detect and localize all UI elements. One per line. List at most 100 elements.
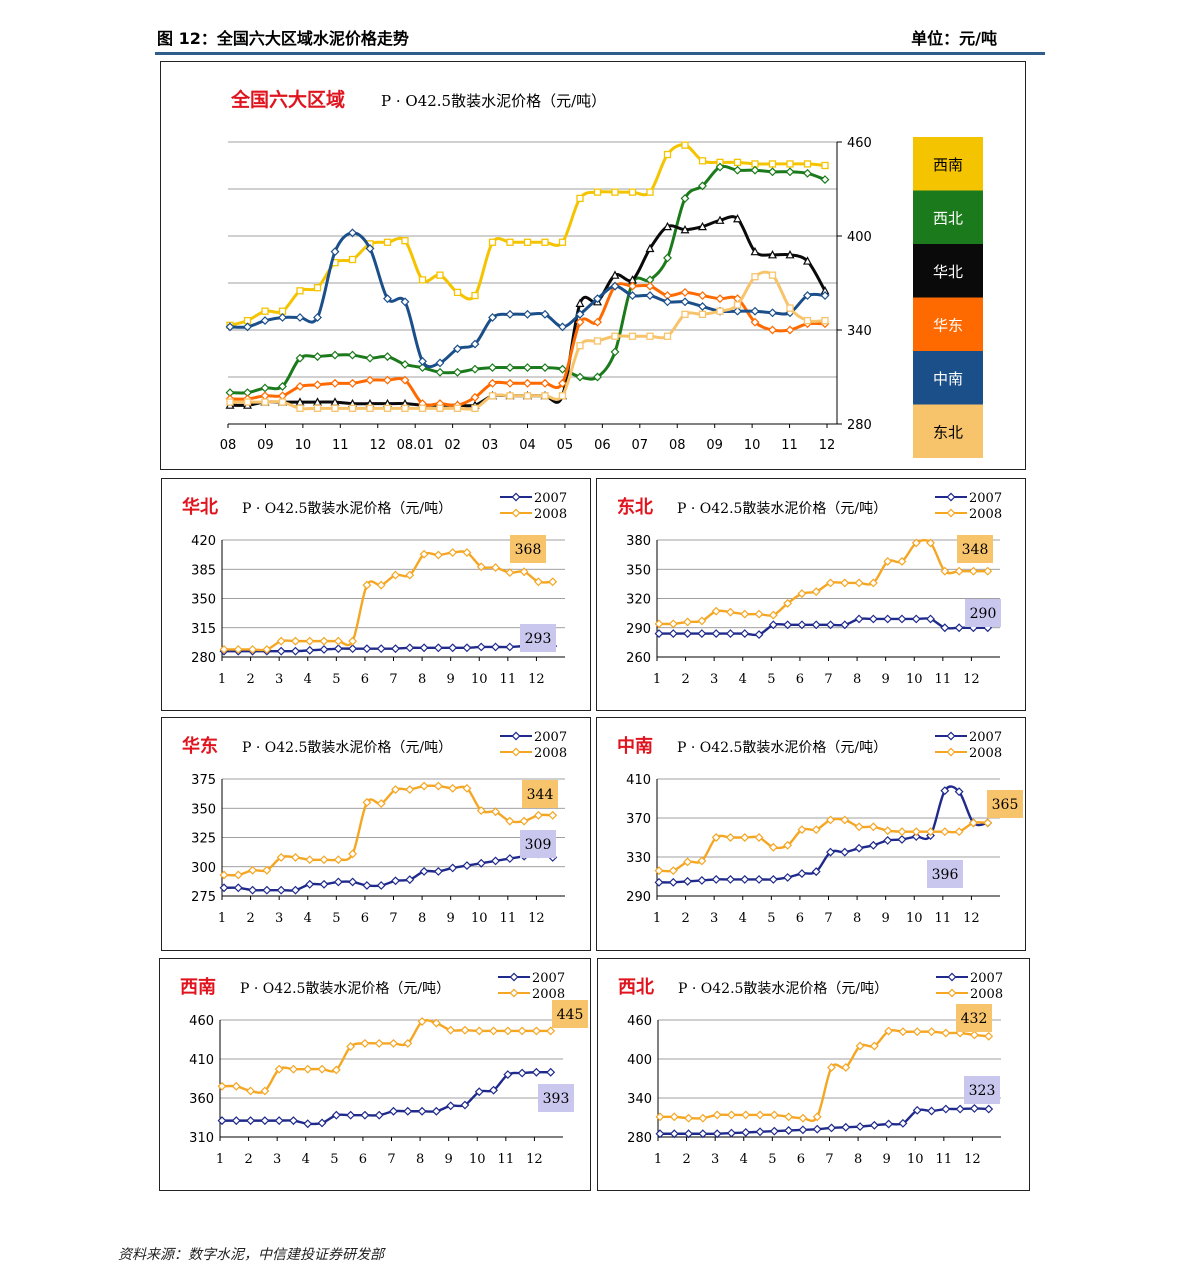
- data-point: [697, 856, 707, 866]
- data-point: [663, 253, 672, 263]
- badge-2008-label: 365: [992, 797, 1019, 813]
- data-point: [754, 874, 764, 884]
- data-point: [868, 840, 878, 850]
- series-2007: [219, 849, 558, 895]
- legend-swatch: [913, 351, 983, 405]
- badge-2008: 368: [510, 535, 546, 563]
- data-point: [319, 879, 329, 889]
- data-point: [883, 614, 893, 624]
- data-point: [360, 1110, 370, 1120]
- data-point: [783, 840, 793, 850]
- data-point: [733, 306, 742, 316]
- data-point: [460, 1025, 470, 1035]
- data-point: [289, 1116, 298, 1126]
- data-point: [854, 843, 864, 853]
- legend-marker-2008: [946, 508, 956, 518]
- data-point: [226, 398, 234, 406]
- x-tick-label: 9: [447, 911, 455, 926]
- data-point: [506, 238, 514, 246]
- data-point: [436, 271, 444, 279]
- data-point: [868, 578, 878, 588]
- data-point: [654, 619, 664, 629]
- data-point: [884, 1026, 894, 1036]
- y-tick-label: 460: [847, 136, 872, 151]
- data-point: [740, 609, 750, 619]
- y-tick-label: 460: [627, 1014, 652, 1029]
- data-point: [453, 367, 462, 377]
- figure-title: 图 12：全国六大区域水泥价格走势: [157, 29, 409, 48]
- data-point: [262, 865, 272, 875]
- data-point: [400, 375, 410, 385]
- badge-2008: 445: [552, 1000, 588, 1028]
- data-point: [296, 287, 304, 295]
- data-point: [260, 383, 270, 393]
- x-tick-label: 2: [681, 911, 689, 926]
- data-point: [233, 645, 243, 654]
- data-point: [217, 1081, 227, 1091]
- data-point: [541, 392, 549, 400]
- data-point: [803, 168, 812, 178]
- x-tick-label: 3: [275, 672, 283, 687]
- data-point: [683, 857, 693, 867]
- data-point: [374, 1038, 384, 1048]
- data-point: [360, 1038, 370, 1048]
- x-tick-label: 12: [963, 911, 980, 926]
- data-point: [374, 1110, 384, 1120]
- chart-subtitle: P · O42.5散装水泥价格（元/吨）: [240, 981, 450, 997]
- data-point: [531, 1067, 541, 1077]
- data-point: [278, 313, 287, 322]
- badge-2008-box: [552, 1000, 588, 1028]
- badge-2007-box: [538, 1084, 574, 1112]
- data-point: [348, 877, 358, 887]
- data-point: [548, 577, 558, 587]
- badge-2008-label: 368: [515, 542, 542, 558]
- data-point: [769, 1126, 779, 1136]
- data-point: [248, 865, 258, 875]
- series-2008: [217, 1017, 556, 1096]
- data-point: [362, 580, 372, 590]
- legend-label-2008: 2008: [534, 746, 567, 761]
- x-tick-label: 7: [825, 1152, 833, 1167]
- x-tick-label: 7: [824, 672, 832, 687]
- data-point: [712, 1110, 722, 1120]
- data-point: [754, 630, 764, 640]
- data-point: [476, 806, 486, 816]
- x-tick-label: 4: [739, 911, 747, 926]
- badge-2007-label: 309: [525, 837, 552, 853]
- y-tick-label: 380: [626, 534, 651, 549]
- data-point: [401, 404, 409, 412]
- data-point: [954, 623, 964, 633]
- data-point: [680, 224, 690, 234]
- x-tick-label: 6: [796, 911, 804, 926]
- badge-2007: 396: [927, 860, 963, 888]
- legend-label-2008: 2008: [534, 507, 567, 522]
- x-tick-label: 10: [907, 1152, 924, 1167]
- data-point: [488, 363, 497, 373]
- chart-xinan-svg: 西南 P · O42.5散装水泥价格（元/吨）200720083103604104…: [180, 971, 588, 1167]
- data-point: [821, 316, 829, 325]
- data-point: [383, 404, 392, 412]
- data-point: [941, 1028, 951, 1038]
- x-tick-label: 02: [444, 438, 461, 453]
- data-point: [391, 785, 400, 794]
- badge-2008: 348: [957, 535, 993, 563]
- legend-label-2008: 2008: [969, 507, 1002, 522]
- x-tick-label: 8: [418, 911, 426, 926]
- data-point: [897, 827, 907, 837]
- data-point: [912, 1027, 922, 1037]
- x-tick-label: 12: [528, 911, 545, 926]
- data-point: [741, 1110, 751, 1120]
- data-point: [331, 1065, 341, 1075]
- data-point: [811, 587, 821, 597]
- chart-huadong-svg: 华东 P · O42.5散装水泥价格（元/吨）200720082753003253…: [182, 730, 567, 926]
- badge-2007: 309: [520, 830, 556, 858]
- x-tick-label: 5: [767, 672, 775, 687]
- x-tick-label: 12: [526, 1152, 543, 1167]
- x-tick-label: 1: [218, 672, 226, 687]
- data-point: [575, 317, 585, 327]
- data-point: [969, 1103, 979, 1113]
- chart-subtitle: P · O42.5散装水泥价格（元/吨）: [677, 740, 887, 756]
- data-point: [754, 833, 764, 842]
